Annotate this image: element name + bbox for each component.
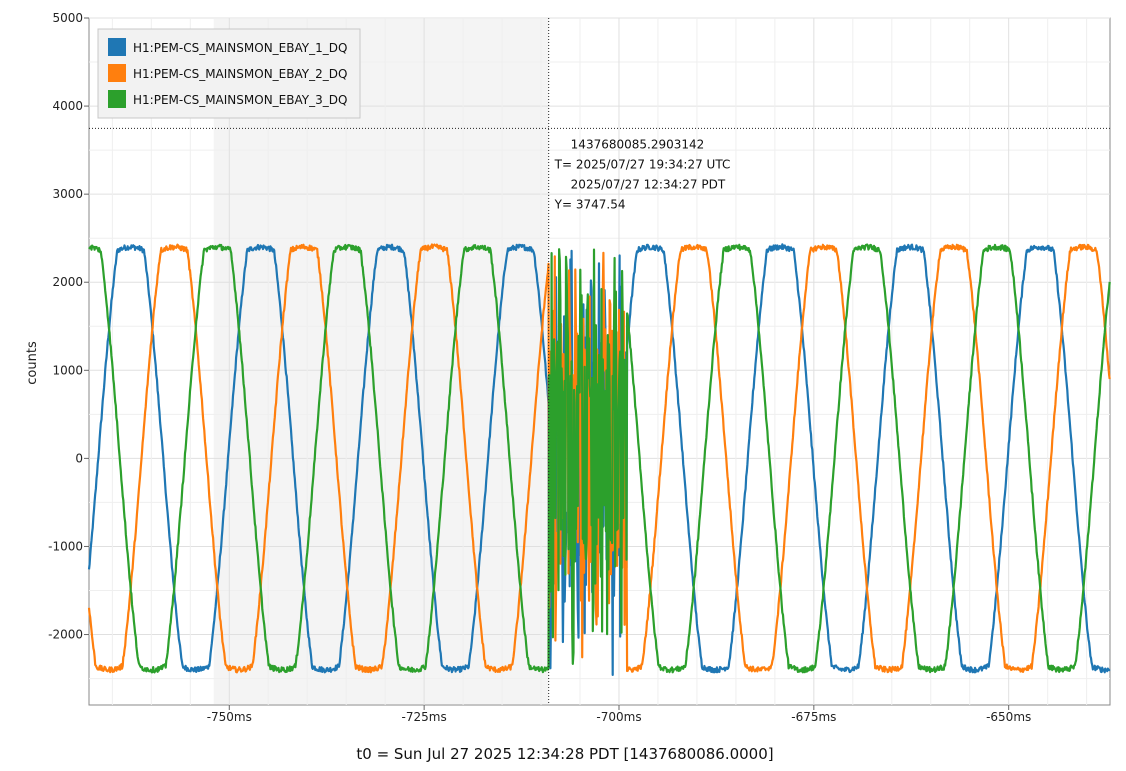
legend-entry[interactable]: H1:PEM-CS_MAINSMON_EBAY_3_DQ — [133, 93, 347, 107]
y-tick-label: 3000 — [52, 187, 83, 201]
x-tick-label: -675ms — [791, 710, 836, 724]
cursor-readout-line: 2025/07/27 12:34:27 PDT — [571, 177, 726, 191]
grid — [89, 17, 1110, 705]
x-tick-label: -750ms — [207, 710, 252, 724]
legend-entry[interactable]: H1:PEM-CS_MAINSMON_EBAY_1_DQ — [133, 41, 347, 55]
legend[interactable]: H1:PEM-CS_MAINSMON_EBAY_1_DQ H1:PEM-CS_MA… — [97, 28, 361, 119]
x-tick-label: -725ms — [402, 710, 447, 724]
legend-swatch — [108, 64, 126, 82]
shaded-region — [213, 19, 549, 704]
y-tick-label: 1000 — [52, 363, 83, 377]
y-axis-label: counts — [25, 341, 40, 385]
y-tick-label: 2000 — [52, 275, 83, 289]
y-tick-label: -2000 — [48, 628, 83, 642]
y-tick-label: 0 — [75, 451, 83, 465]
series-layer — [87, 243, 1111, 676]
legend-swatch — [108, 38, 126, 56]
axis-ticks: -2000 -1000 0 1000 2000 3000 4000 5000 -750ms -72… — [48, 11, 1031, 724]
cursor-readout-line: 1437680085.2903142 — [571, 137, 705, 151]
x-tick-label: -700ms — [596, 710, 641, 724]
y-tick-label: -1000 — [48, 539, 83, 553]
cursor-readout-line: Y= 3747.54 — [554, 197, 626, 211]
cursor-readout-line: T= 2025/07/27 19:34:27 UTC — [554, 157, 731, 171]
x-axis-footer-label: t0 = Sun Jul 27 2025 12:34:28 PDT [14376… — [356, 745, 773, 763]
legend-entry[interactable]: H1:PEM-CS_MAINSMON_EBAY_2_DQ — [133, 67, 347, 81]
series-line-3 — [88, 243, 1111, 674]
legend-swatch — [108, 90, 126, 108]
x-tick-label: -650ms — [986, 710, 1031, 724]
y-tick-label: 5000 — [52, 11, 83, 25]
legend-box — [97, 28, 361, 119]
cursor-layer: 1437680085.2903142 T= 2025/07/27 19:34:27… — [89, 18, 1110, 705]
y-tick-label: 4000 — [52, 99, 83, 113]
